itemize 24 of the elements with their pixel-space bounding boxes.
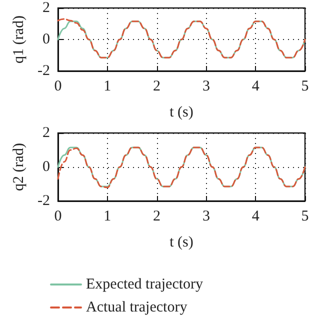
x-axis-title: t (s): [170, 234, 194, 250]
y-axis-title: q2 (rad): [11, 143, 28, 191]
x-tick-label: 1: [104, 78, 112, 94]
y-tick-label: 2: [42, 0, 50, 16]
x-tick-label: 5: [301, 208, 309, 224]
x-tick-label: 5: [301, 78, 309, 94]
x-tick-label: 3: [202, 208, 210, 224]
legend-label: Expected trajectory: [86, 276, 204, 292]
x-tick-label: 0: [54, 208, 62, 224]
y-tick-label: 0: [42, 32, 50, 48]
x-axis-title: t (s): [170, 104, 194, 120]
y-tick-label: 0: [42, 159, 50, 175]
y-axis-title: q1 (rad): [11, 16, 28, 64]
x-tick-label: 2: [153, 208, 161, 224]
y-tick-label: 2: [42, 125, 50, 141]
x-tick-label: 4: [252, 208, 260, 224]
y-tick-label: -2: [38, 63, 50, 79]
y-tick-label: -2: [38, 193, 50, 209]
x-tick-label: 4: [252, 78, 260, 94]
x-tick-label: 2: [153, 78, 161, 94]
x-tick-label: 3: [202, 78, 210, 94]
x-tick-label: 0: [54, 78, 62, 94]
legend-label: Actual trajectory: [86, 300, 188, 316]
x-tick-label: 1: [104, 208, 112, 224]
